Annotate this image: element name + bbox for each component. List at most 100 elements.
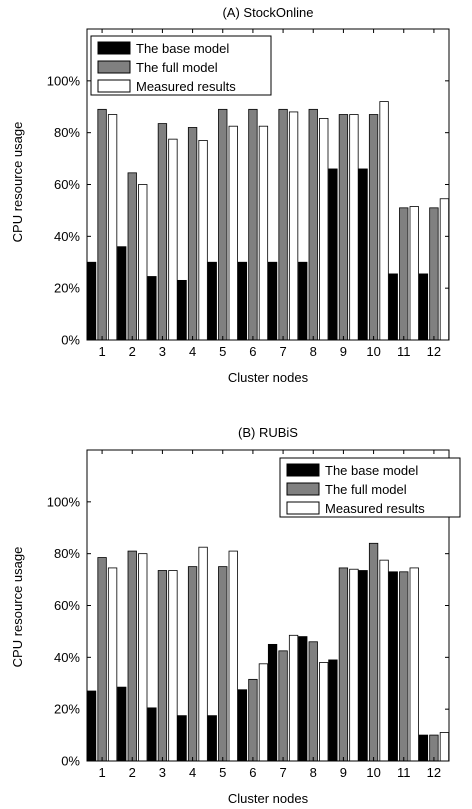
- chart-a-ytick-label: 20%: [54, 281, 80, 296]
- chart-a-bar-base-9: [328, 168, 338, 341]
- chart-a-bar-measured-7: [288, 111, 299, 341]
- chart-b-xlabel: Cluster nodes: [228, 791, 309, 806]
- chart-a-xtick-label: 6: [249, 344, 256, 359]
- chart-a-bars: [86, 101, 450, 341]
- chart-b-bar-base-5: [207, 715, 217, 762]
- chart-a-bar-measured-11: [409, 206, 419, 341]
- chart-a-bar-measured-2: [138, 184, 148, 341]
- chart-a-ytick-label: 80%: [54, 125, 80, 140]
- chart-b-legend-label-measured: Measured results: [325, 501, 425, 516]
- chart-a-xtick-label: 2: [129, 344, 136, 359]
- chart-b-legend-label-base: The base model: [325, 463, 418, 478]
- chart-a-bar-full-8: [308, 108, 318, 341]
- chart-a-bar-measured-9: [349, 114, 359, 341]
- chart-b-bar-measured-8: [319, 662, 329, 762]
- chart-b-bar-measured-6: [258, 663, 269, 762]
- chart-a-bar-full-7: [278, 108, 288, 341]
- chart-a-bar-measured-6: [258, 125, 269, 341]
- chart-b-legend: The base model The full model Measured r…: [279, 457, 461, 518]
- chart-a-bar-full-10: [368, 114, 379, 341]
- chart-a-bar-base-8: [298, 261, 308, 341]
- chart-a-xtick-label: 8: [310, 344, 317, 359]
- chart-b-xtick-label: 8: [310, 765, 317, 780]
- chart-b-bar-measured-3: [168, 570, 178, 762]
- chart-b-bar-full-5: [218, 566, 228, 762]
- chart-a-bar-measured-8: [319, 118, 329, 341]
- chart-a: (A) StockOnline CPU resource usage Clust…: [10, 5, 450, 385]
- chart-b-bar-measured-4: [198, 546, 208, 762]
- chart-a-xtick-label: 10: [366, 344, 380, 359]
- chart-b-bar-base-1: [86, 690, 97, 762]
- chart-b-bar-base-12: [418, 734, 429, 762]
- chart-b: (B) RUBiS CPU resource usage Cluster nod…: [10, 425, 461, 806]
- chart-b-bar-full-8: [308, 641, 318, 762]
- chart-b-bar-measured-5: [228, 550, 238, 762]
- chart-b-bar-full-1: [97, 557, 107, 762]
- chart-a-bar-base-2: [117, 246, 127, 341]
- chart-a-xtick-label: 5: [219, 344, 226, 359]
- chart-b-bar-measured-1: [107, 567, 118, 762]
- chart-b-ytick-label: 100%: [47, 494, 81, 509]
- chart-a-xtick-label: 9: [340, 344, 347, 359]
- chart-b-bar-full-3: [157, 570, 168, 762]
- chart-b-xtick-label: 5: [219, 765, 226, 780]
- chart-a-title: (A) StockOnline: [222, 5, 313, 20]
- chart-a-xtick-label: 3: [159, 344, 166, 359]
- chart-b-bar-base-8: [298, 636, 308, 762]
- chart-b-legend-swatch-full: [286, 482, 320, 496]
- chart-a-ytick-label: 100%: [47, 73, 81, 88]
- chart-b-xtick-label: 9: [340, 765, 347, 780]
- chart-b-ylabel: CPU resource usage: [10, 547, 25, 668]
- chart-a-bar-full-4: [187, 127, 198, 341]
- chart-a-bar-measured-3: [168, 138, 178, 341]
- chart-a-bar-base-3: [147, 276, 157, 341]
- chart-a-xtick-label: 4: [189, 344, 196, 359]
- chart-b-ytick-label: 0%: [61, 754, 80, 769]
- chart-a-bar-base-7: [267, 261, 278, 341]
- chart-a-legend-swatch-measured: [97, 79, 131, 93]
- chart-a-bar-base-1: [86, 261, 97, 341]
- chart-a-bar-full-2: [127, 172, 137, 341]
- chart-a-axis-ticks: 0%20%40%60%80%100%1 2 3 4 5 6 7 8 9 10 11 12: [47, 29, 449, 359]
- chart-b-bar-base-10: [358, 570, 368, 762]
- chart-b-xtick-label: 6: [249, 765, 256, 780]
- chart-b-xtick-label: 2: [129, 765, 136, 780]
- chart-a-bar-full-3: [157, 123, 168, 341]
- chart-b-xtick-label: 4: [189, 765, 196, 780]
- chart-b-legend-swatch-measured: [286, 501, 320, 515]
- chart-a-bar-full-1: [97, 108, 107, 341]
- chart-a-bar-full-9: [338, 114, 349, 341]
- chart-a-xtick-label: 7: [279, 344, 286, 359]
- chart-b-bar-full-10: [368, 542, 379, 762]
- chart-b-bar-base-3: [147, 707, 157, 762]
- chart-b-xtick-label: 3: [159, 765, 166, 780]
- chart-b-bar-measured-7: [288, 634, 299, 762]
- chart-a-legend-swatch-base: [97, 41, 131, 55]
- chart-a-bar-base-4: [177, 279, 187, 341]
- chart-b-bars: [86, 542, 450, 762]
- chart-a-xtick-label: 11: [397, 344, 411, 359]
- chart-b-title: (B) RUBiS: [238, 425, 298, 440]
- chart-b-xtick-label: 11: [397, 765, 411, 780]
- chart-b-bar-full-11: [399, 571, 409, 762]
- chart-a-ytick-label: 40%: [54, 229, 80, 244]
- chart-a-bar-measured-10: [379, 101, 389, 341]
- chart-a-bar-base-12: [418, 273, 429, 341]
- chart-b-bar-full-7: [278, 650, 288, 762]
- chart-a-legend: The base model The full model Measured r…: [90, 35, 272, 96]
- chart-a-bar-measured-4: [198, 140, 208, 341]
- chart-a-legend-swatch-full: [97, 60, 131, 74]
- chart-a-bar-base-10: [358, 168, 368, 341]
- chart-b-bar-measured-2: [138, 553, 148, 762]
- chart-b-bar-full-6: [248, 678, 258, 762]
- chart-b-bar-base-6: [237, 689, 248, 762]
- chart-a-bar-base-6: [237, 261, 248, 341]
- chart-b-bar-base-11: [388, 571, 398, 762]
- chart-a-bar-base-11: [388, 273, 398, 341]
- chart-b-bar-base-2: [117, 686, 127, 762]
- chart-b-legend-label-full: The full model: [325, 482, 407, 497]
- chart-a-legend-label-full: The full model: [136, 60, 218, 75]
- chart-b-bar-measured-9: [349, 568, 359, 762]
- chart-b-xtick-label: 12: [427, 765, 441, 780]
